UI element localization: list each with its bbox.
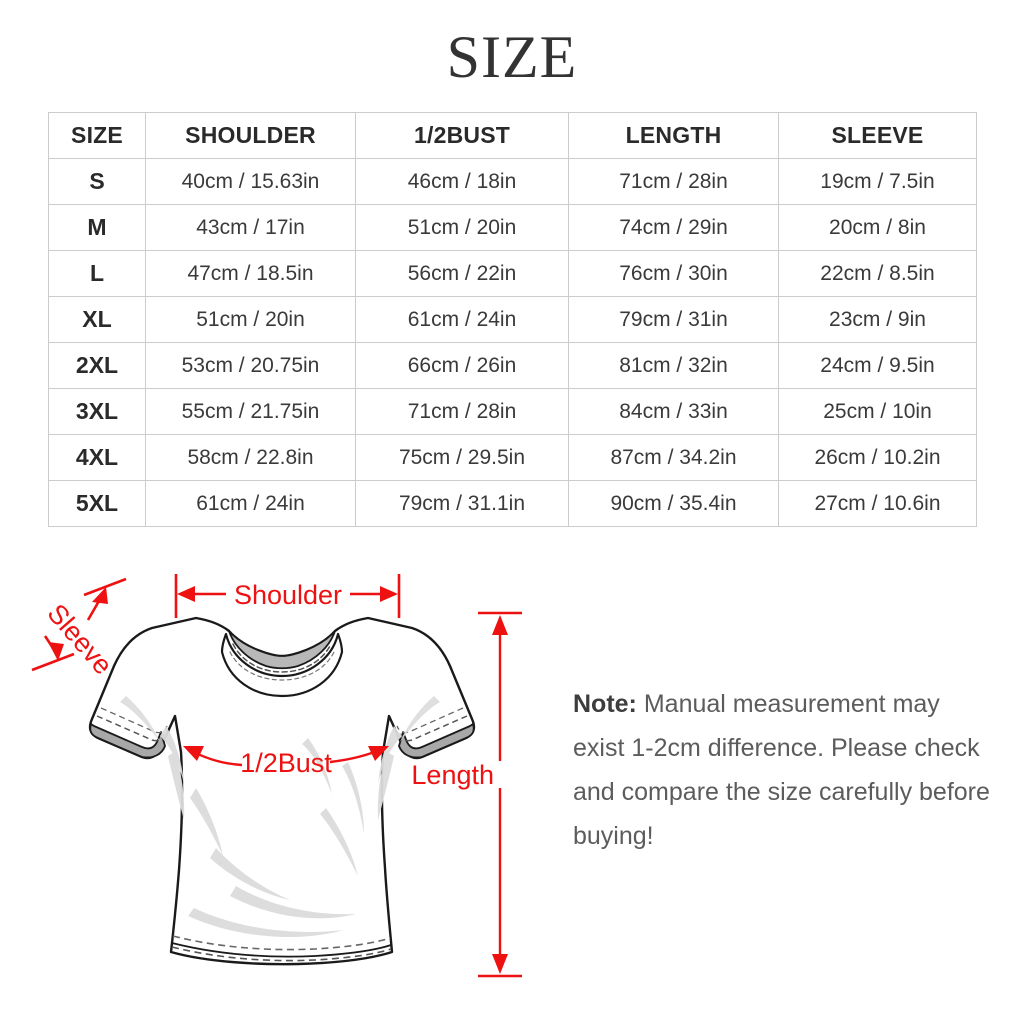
cell-sleeve: 20cm / 8in (778, 204, 977, 251)
cell-length: 87cm / 34.2in (568, 434, 779, 481)
bottom-hem-stitch-upper (172, 935, 391, 951)
length-label: Length (411, 760, 494, 790)
table-row: S 40cm / 15.63in 46cm / 18in 71cm / 28in… (48, 158, 977, 205)
right-cuff-gray (398, 723, 475, 759)
cell-sleeve: 23cm / 9in (778, 296, 977, 343)
cell-bust: 56cm / 22in (355, 250, 569, 297)
table-row: 4XL 58cm / 22.8in 75cm / 29.5in 87cm / 3… (48, 434, 977, 481)
cell-length: 74cm / 29in (568, 204, 779, 251)
bust-dimension: 1/2Bust (183, 746, 389, 778)
sleeve-label: Sleeve (41, 598, 118, 680)
cell-length: 71cm / 28in (568, 158, 779, 205)
column-header-length: LENGTH (568, 112, 779, 159)
bust-label: 1/2Bust (240, 748, 332, 778)
collar-inner-gray (228, 630, 336, 670)
collar-stitch-line (232, 643, 332, 673)
cell-bust: 66cm / 26in (355, 342, 569, 389)
sleeve-tick-lower (31, 652, 75, 672)
cell-bust: 46cm / 18in (355, 158, 569, 205)
table-row: M 43cm / 17in 51cm / 20in 74cm / 29in 20… (48, 204, 977, 251)
length-dimension: Length (411, 611, 522, 978)
cell-size: XL (48, 296, 146, 343)
bust-arrowhead-left (183, 746, 204, 761)
cell-shoulder: 61cm / 24in (145, 480, 356, 527)
cell-length: 79cm / 31in (568, 296, 779, 343)
cell-sleeve: 24cm / 9.5in (778, 342, 977, 389)
cell-length: 81cm / 32in (568, 342, 779, 389)
fabric-shading (160, 726, 402, 938)
column-header-bust: 1/2BUST (355, 112, 569, 159)
cell-bust: 71cm / 28in (355, 388, 569, 435)
size-chart-table: SIZE SHOULDER 1/2BUST LENGTH SLEEVE S 40… (48, 112, 977, 527)
cell-sleeve: 19cm / 7.5in (778, 158, 977, 205)
cell-bust: 75cm / 29.5in (355, 434, 569, 481)
column-header-size: SIZE (48, 112, 146, 159)
shoulder-dimension: Shoulder (174, 574, 401, 618)
cell-shoulder: 55cm / 21.75in (145, 388, 356, 435)
table-row: 3XL 55cm / 21.75in 71cm / 28in 84cm / 33… (48, 388, 977, 435)
table-header-row: SIZE SHOULDER 1/2BUST LENGTH SLEEVE (48, 112, 977, 159)
cell-size: M (48, 204, 146, 251)
cell-shoulder: 53cm / 20.75in (145, 342, 356, 389)
measurement-diagram: Shoulder Sleeve 1/2Bust (0, 548, 1024, 1024)
sleeve-dimension: Sleeve (31, 577, 127, 680)
cell-sleeve: 22cm / 8.5in (778, 250, 977, 297)
cell-shoulder: 40cm / 15.63in (145, 158, 356, 205)
sleeve-shading (120, 696, 440, 742)
cell-bust: 79cm / 31.1in (355, 480, 569, 527)
cell-size: 4XL (48, 434, 146, 481)
tshirt-garment (88, 616, 476, 966)
column-header-sleeve: SLEEVE (778, 112, 977, 159)
cell-size: 2XL (48, 342, 146, 389)
collar-stitch-line-2 (229, 651, 335, 681)
sleeve-tick-upper (83, 577, 127, 597)
page-title: SIZE (446, 24, 578, 90)
cell-size: 3XL (48, 388, 146, 435)
size-chart-table-container: SIZE SHOULDER 1/2BUST LENGTH SLEEVE S 40… (48, 112, 977, 527)
note-label: Note: (573, 690, 637, 718)
length-arrowhead-top (492, 615, 508, 635)
table-row: 5XL 61cm / 24in 79cm / 31.1in 90cm / 35.… (48, 480, 977, 527)
note-block: Note: Manual measurement may exist 1-2cm… (573, 682, 993, 858)
table-row: L 47cm / 18.5in 56cm / 22in 76cm / 30in … (48, 250, 977, 297)
cell-shoulder: 51cm / 20in (145, 296, 356, 343)
collar-band (220, 632, 344, 698)
bust-arrowhead-right (368, 746, 389, 761)
bottom-hem-stitch-lower (171, 946, 392, 962)
sleeve-arrowhead-upper (92, 587, 108, 604)
table-row: 2XL 53cm / 20.75in 66cm / 26in 81cm / 32… (48, 342, 977, 389)
cell-length: 84cm / 33in (568, 388, 779, 435)
shoulder-arrowhead-left (177, 586, 195, 602)
note-text: Manual measurement may exist 1-2cm diffe… (573, 690, 990, 850)
tshirt-illustration-svg: Shoulder Sleeve 1/2Bust (31, 574, 522, 978)
shoulder-label: Shoulder (234, 580, 342, 610)
cell-size: 5XL (48, 480, 146, 527)
shoulder-arrowhead-right (380, 586, 398, 602)
cell-size: L (48, 250, 146, 297)
right-cuff-stitch-inner (396, 707, 464, 734)
column-header-shoulder: SHOULDER (145, 112, 356, 159)
cell-bust: 61cm / 24in (355, 296, 569, 343)
left-cuff-gray (89, 723, 166, 759)
bottom-hem-fold-line (171, 942, 392, 958)
length-arrowhead-bottom (492, 954, 508, 974)
cell-sleeve: 27cm / 10.6in (778, 480, 977, 527)
cell-length: 76cm / 30in (568, 250, 779, 297)
cell-shoulder: 58cm / 22.8in (145, 434, 356, 481)
cell-shoulder: 47cm / 18.5in (145, 250, 356, 297)
sleeve-arrowhead-lower (48, 642, 64, 661)
cell-sleeve: 25cm / 10in (778, 388, 977, 435)
cell-shoulder: 43cm / 17in (145, 204, 356, 251)
cell-size: S (48, 158, 146, 205)
cell-length: 90cm / 35.4in (568, 480, 779, 527)
cell-sleeve: 26cm / 10.2in (778, 434, 977, 481)
cell-bust: 51cm / 20in (355, 204, 569, 251)
table-row: XL 51cm / 20in 61cm / 24in 79cm / 31in 2… (48, 296, 977, 343)
